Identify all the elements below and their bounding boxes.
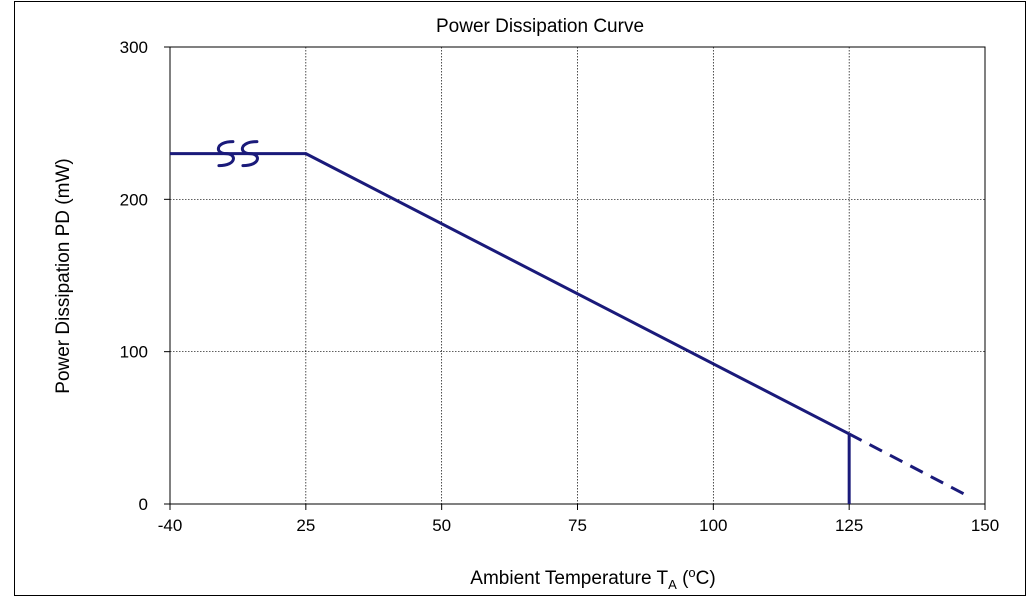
chart-border — [14, 1, 1026, 596]
chart-title: Power Dissipation Curve — [436, 16, 644, 37]
x-tick-label: 50 — [432, 516, 451, 535]
x-axis-label-subscript: A — [668, 577, 677, 592]
y-axis-label: Power Dissipation PD (mW) — [53, 158, 74, 393]
axis-break-mark — [241, 140, 259, 168]
x-tick-label: 125 — [835, 516, 863, 535]
data-series — [170, 152, 970, 504]
axis-break — [217, 140, 259, 168]
x-tick-label: -40 — [158, 516, 183, 535]
x-tick-label: 100 — [699, 516, 727, 535]
x-tick-label: 75 — [568, 516, 587, 535]
grid-lines — [170, 47, 985, 504]
x-axis-label-superscript: o — [688, 565, 695, 580]
y-tick-label: 0 — [139, 495, 148, 514]
x-tick-label: 150 — [971, 516, 999, 535]
axis-break-mark — [217, 140, 235, 168]
series-line-1 — [170, 152, 850, 436]
x-tick-label: 25 — [296, 516, 315, 535]
y-tick-label: 300 — [120, 38, 148, 57]
y-tick-label: 100 — [120, 343, 148, 362]
x-axis-label: Ambient Temperature TA (oC) — [470, 565, 715, 592]
axis-ticks: -40 25 50 75 100 125 150 0 100 200 300 — [120, 38, 1000, 535]
y-tick-label: 200 — [120, 190, 148, 209]
